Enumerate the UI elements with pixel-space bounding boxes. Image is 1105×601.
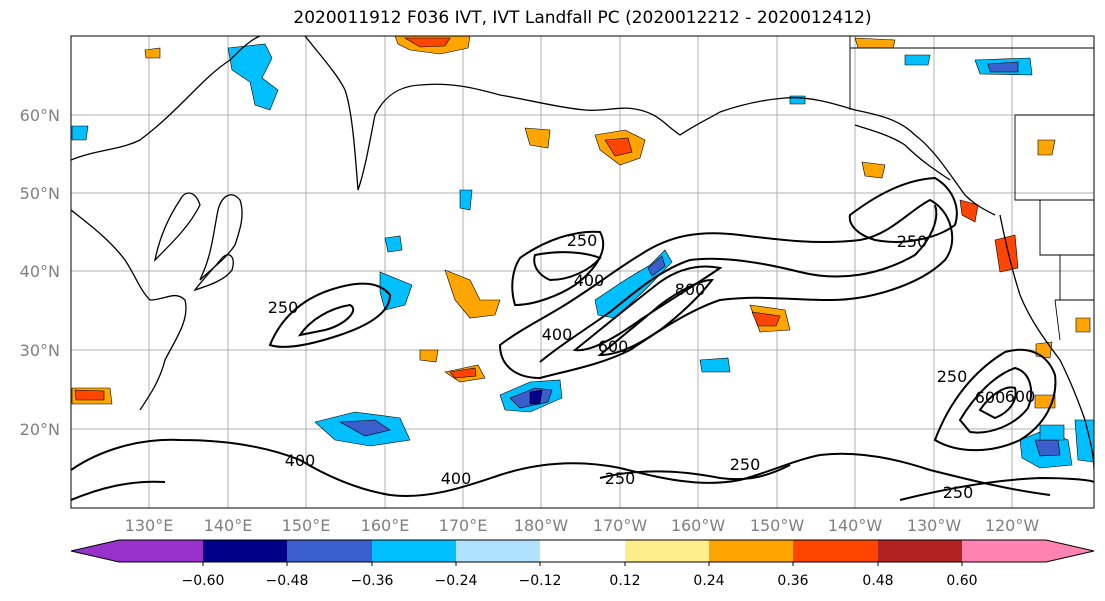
shade-positive [994,234,1019,273]
shade-negative [71,125,89,141]
colorbar-swatch [962,540,1046,562]
lon-label: 150°E [282,516,331,535]
borders [849,36,1094,341]
colorbar-tick-label: 0.12 [609,573,640,589]
shade-positive [604,137,633,157]
lon-label: 150°W [750,516,805,535]
lon-label: 130°W [907,516,962,535]
colorbar-swatch [456,540,540,562]
colorbar-tick-label: −0.36 [351,573,394,589]
shade-positive [403,37,451,48]
contour-label: 250 [567,231,598,250]
lon-label: 160°E [361,516,410,535]
colorbar-outline [70,539,1095,563]
map-frame [70,35,1095,509]
shade-positive [861,161,886,179]
shade-positive [1035,341,1053,359]
colorbar-swatches [71,540,1094,562]
colorbar-tick-label: 0.48 [862,573,893,589]
colorbar-swatch [793,540,878,562]
colorbar-extend-low [71,540,119,562]
contour-label: 800 [675,280,706,299]
contour-label: 250 [897,232,928,251]
contour-labels: 250 250 400 400 800 600 250 250 600 600 … [268,231,1036,502]
lon-label: 170°E [439,516,488,535]
lon-label: 120°W [985,516,1040,535]
contour-label: 250 [937,367,968,386]
contour-label: 600 [598,337,629,356]
contour-label: 250 [605,469,636,488]
colorbar-tick-label: −0.12 [519,573,562,589]
shade-positive [1037,139,1056,156]
shade-positive [959,199,979,223]
latitude-labels: 60°N 50°N 40°N 30°N 20°N [20,106,60,439]
colorbar-swatch [540,540,625,562]
colorbar-tick-label: −0.24 [435,573,478,589]
ivt-contours [71,176,1094,501]
colorbar-tick-label: −0.60 [182,573,225,589]
lon-label: 160°W [671,516,726,535]
lon-label: 130°E [125,516,174,535]
lat-label: 40°N [20,262,60,281]
shade-positive [524,127,551,149]
lat-label: 60°N [20,106,60,125]
shade-positive [854,37,896,49]
contour-label: 400 [441,469,472,488]
shade-negative [987,61,1019,73]
contour-label: 600 [975,388,1006,407]
shade-positive [144,47,161,59]
contour-label: 600 [1005,387,1036,406]
lon-label: 140°W [828,516,883,535]
contour-label: 250 [943,483,974,502]
shade-positive [751,311,781,327]
colorbar-swatch [119,540,203,562]
contour-label: 400 [285,451,316,470]
shade-negative [459,189,473,211]
colorbar-tick-labels: −0.60 −0.48 −0.36 −0.24 −0.12 0.12 0.24 … [182,573,978,589]
colorbar-tick-label: 0.24 [693,573,724,589]
shade-positive [74,389,105,401]
shade-negative [227,43,279,111]
contour-label: 400 [574,271,605,290]
lat-label: 30°N [20,341,60,360]
contour-label: 400 [542,325,573,344]
colorbar-swatch [203,540,287,562]
pc-shading [71,36,1094,469]
lon-label: 180°W [514,516,569,535]
shade-negative [529,389,543,405]
contour-label: 250 [268,298,299,317]
shade-positive [449,367,477,379]
shade-negative [904,54,931,66]
colorbar-swatch [709,540,793,562]
colorbar-tick-label: 0.60 [946,573,977,589]
colorbar-swatch [372,540,456,562]
lon-label: 140°E [204,516,253,535]
shade-negative [699,357,731,373]
lat-label: 50°N [20,184,60,203]
shade-negative [1039,424,1065,441]
contour-label: 250 [730,455,761,474]
colorbar-swatch [878,540,962,562]
colorbar-swatch [287,540,372,562]
shade-negative [384,235,403,253]
shade-negative [647,255,666,277]
coastlines [71,36,1094,471]
colorbar-swatch [625,540,709,562]
shade-negative [338,419,391,437]
colorbar-extend-high [1046,540,1094,562]
colorbar-tick-label: −0.48 [266,573,309,589]
colorbar-tick-label: 0.36 [777,573,808,589]
shade-positive [444,269,501,319]
shade-positive [419,349,439,363]
colorbar-ticks [202,562,963,566]
shade-negative [379,271,413,311]
colorbar: −0.60 −0.48 −0.36 −0.24 −0.12 0.12 0.24 … [70,539,1095,589]
longitude-labels: 130°E 140°E 150°E 160°E 170°E 180°W 170°… [125,516,1040,535]
shade-positive [1075,317,1091,333]
lon-label: 170°W [593,516,648,535]
lat-label: 20°N [20,420,60,439]
shade-negative [1074,419,1094,463]
map-title: 2020011912 F036 IVT, IVT Landfall PC (20… [293,8,872,28]
